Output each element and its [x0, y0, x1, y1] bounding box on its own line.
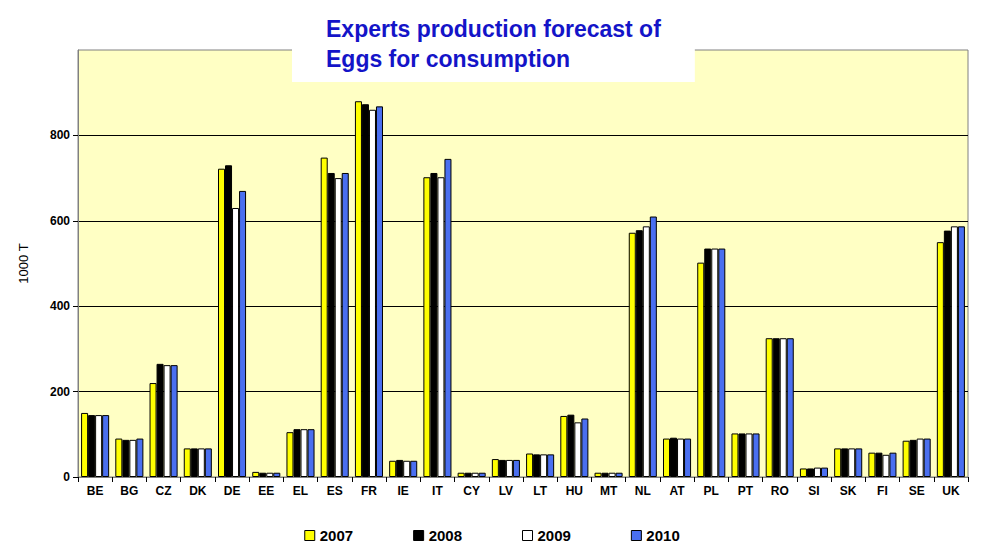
svg-text:0: 0 [63, 470, 70, 484]
svg-text:BG: BG [120, 484, 138, 498]
svg-text:DE: DE [224, 484, 241, 498]
svg-text:400: 400 [50, 299, 70, 313]
svg-text:2007: 2007 [320, 527, 353, 544]
svg-text:Experts production forecast of: Experts production forecast of [326, 16, 661, 42]
svg-text:600: 600 [50, 214, 70, 228]
svg-text:CZ: CZ [156, 484, 172, 498]
svg-text:SE: SE [909, 484, 925, 498]
svg-text:MT: MT [600, 484, 618, 498]
svg-text:SI: SI [808, 484, 819, 498]
svg-text:PL: PL [704, 484, 719, 498]
svg-text:EE: EE [258, 484, 274, 498]
svg-text:FR: FR [361, 484, 377, 498]
svg-text:DK: DK [189, 484, 207, 498]
svg-text:NL: NL [635, 484, 651, 498]
svg-text:EL: EL [293, 484, 308, 498]
svg-text:2008: 2008 [429, 527, 462, 544]
svg-text:UK: UK [942, 484, 960, 498]
svg-text:SK: SK [840, 484, 857, 498]
svg-text:IT: IT [432, 484, 443, 498]
svg-text:FI: FI [877, 484, 888, 498]
svg-text:2010: 2010 [646, 527, 679, 544]
svg-text:HU: HU [566, 484, 583, 498]
svg-text:Eggs for consumption: Eggs for consumption [326, 46, 570, 72]
svg-text:ES: ES [327, 484, 343, 498]
svg-text:CY: CY [463, 484, 480, 498]
svg-text:AT: AT [669, 484, 685, 498]
svg-text:BE: BE [87, 484, 104, 498]
svg-text:1000 T: 1000 T [16, 243, 31, 283]
svg-text:LT: LT [533, 484, 547, 498]
svg-text:800: 800 [50, 128, 70, 142]
svg-text:PT: PT [738, 484, 754, 498]
svg-text:2009: 2009 [538, 527, 571, 544]
svg-text:LV: LV [499, 484, 513, 498]
svg-text:RO: RO [771, 484, 789, 498]
svg-text:IE: IE [398, 484, 409, 498]
svg-text:200: 200 [50, 385, 70, 399]
